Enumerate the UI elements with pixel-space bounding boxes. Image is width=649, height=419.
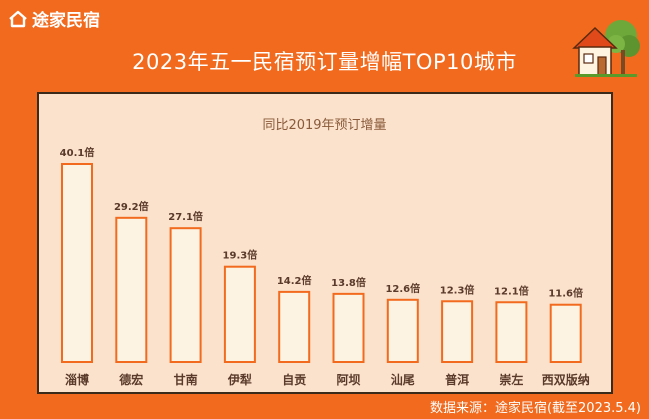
category-label: 崇左 <box>499 372 523 387</box>
value-label: 13.8倍 <box>331 276 366 289</box>
bar-西双版纳 <box>549 303 582 364</box>
category-label: 西双版纳 <box>542 372 590 387</box>
category-label: 伊犁 <box>227 372 252 387</box>
bar-伊犁 <box>223 265 256 364</box>
bar-淄博 <box>61 163 93 363</box>
category-label: 汕尾 <box>391 372 415 387</box>
category-label: 阿坝 <box>336 373 360 387</box>
house-with-tree-icon <box>571 14 641 84</box>
category-label: 普洱 <box>445 372 469 387</box>
bar-阿坝 <box>332 292 365 363</box>
value-label: 14.2倍 <box>277 274 312 287</box>
chart-subtitle: 同比2019年预订增量 <box>262 118 387 133</box>
value-label: 29.2倍 <box>114 200 149 213</box>
brand-logo: 途家民宿 <box>8 6 100 31</box>
chart-title: 2023年五一民宿预订量增幅TOP10城市 <box>132 50 517 74</box>
house-outline-icon <box>9 10 27 27</box>
value-label: 12.3倍 <box>440 283 475 296</box>
brand-name: 途家民宿 <box>32 11 100 31</box>
bar-汕尾 <box>386 298 419 363</box>
value-label: 11.6倍 <box>548 287 583 300</box>
value-label: 27.1倍 <box>168 210 203 223</box>
category-label: 自贡 <box>282 372 306 387</box>
value-label: 12.6倍 <box>385 282 420 295</box>
bar-甘南 <box>169 227 202 363</box>
value-label: 12.1倍 <box>494 284 529 297</box>
data-source: 数据来源：途家民宿(截至2023.5.4) <box>429 401 641 416</box>
category-label: 德宏 <box>119 372 143 387</box>
bar-德宏 <box>115 216 148 363</box>
bar-崇左 <box>495 301 528 363</box>
value-label: 19.3倍 <box>223 249 258 262</box>
value-label: 40.1倍 <box>60 146 95 159</box>
category-label: 淄博 <box>65 372 89 387</box>
category-label: 甘南 <box>174 372 198 387</box>
bar-普洱 <box>441 300 474 364</box>
bar-自贡 <box>278 290 311 363</box>
